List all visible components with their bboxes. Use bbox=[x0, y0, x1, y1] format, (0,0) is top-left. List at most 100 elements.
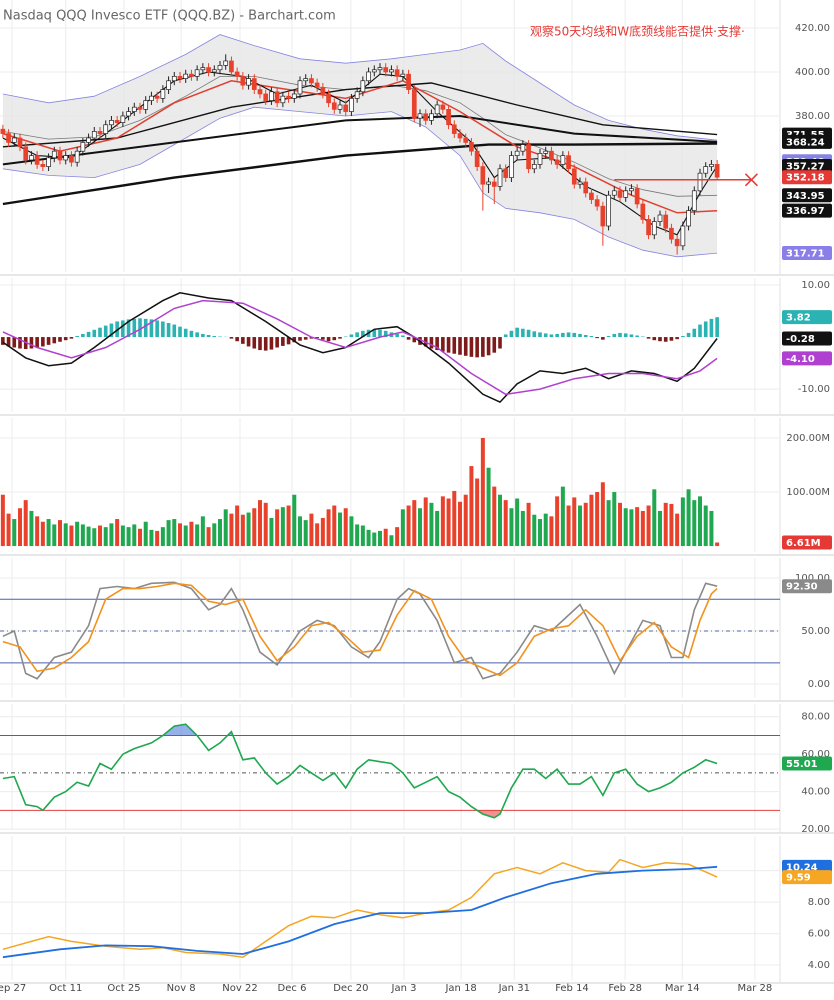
histogram-bar bbox=[155, 320, 159, 338]
value-badge bbox=[782, 310, 832, 325]
candle-body bbox=[63, 155, 69, 161]
volume-bar bbox=[378, 530, 382, 547]
candle-body bbox=[509, 155, 514, 178]
y-tick-label: 380.00 bbox=[795, 111, 830, 122]
chart-title: Nasdaq QQQ Invesco ETF (QQQ.BZ) - Barcha… bbox=[3, 9, 336, 24]
volume-bar bbox=[218, 519, 222, 547]
histogram-bar bbox=[183, 328, 188, 338]
histogram-bar bbox=[58, 337, 62, 342]
volume-bar bbox=[520, 510, 525, 547]
histogram-bar bbox=[406, 337, 411, 340]
volume-bar bbox=[126, 527, 131, 547]
candle-body bbox=[714, 164, 720, 178]
y-tick-label: 50.00 bbox=[801, 626, 830, 637]
histogram-bar bbox=[452, 337, 457, 354]
histogram-bar bbox=[349, 334, 354, 338]
volume-bar bbox=[618, 502, 622, 547]
volume-bar bbox=[383, 528, 388, 547]
volume-bar bbox=[566, 505, 571, 547]
histogram-bar bbox=[383, 330, 388, 338]
volume-bar bbox=[326, 509, 331, 547]
candle-body bbox=[383, 67, 389, 73]
candle-body bbox=[623, 190, 629, 198]
histogram-bar bbox=[526, 329, 531, 338]
histogram-bar bbox=[372, 329, 377, 338]
candle-body bbox=[600, 205, 606, 227]
candle-body bbox=[480, 166, 486, 185]
histogram-bar bbox=[692, 328, 697, 338]
volume-bar bbox=[458, 501, 462, 547]
histogram-bar bbox=[663, 337, 668, 342]
histogram-bar bbox=[572, 332, 577, 338]
candle-body bbox=[183, 73, 189, 79]
volume-bar bbox=[46, 519, 51, 547]
neckline-marker bbox=[744, 173, 758, 187]
volume-bar bbox=[183, 525, 188, 547]
candle-body bbox=[560, 155, 566, 165]
histogram-bar bbox=[429, 337, 434, 349]
volume-bar bbox=[258, 500, 262, 547]
histogram-bar bbox=[98, 327, 102, 338]
candle-body bbox=[337, 104, 343, 110]
volume-bar bbox=[640, 510, 645, 547]
volume-bar bbox=[623, 508, 628, 547]
volume-bar bbox=[589, 494, 594, 547]
value-badge bbox=[782, 756, 832, 771]
histogram-bar bbox=[63, 337, 68, 341]
candle-body bbox=[29, 155, 34, 161]
volume-bar bbox=[532, 514, 537, 547]
histogram-bar bbox=[246, 337, 251, 347]
volume-bar bbox=[240, 514, 245, 547]
candle-body bbox=[103, 124, 109, 134]
value-badge-label: 368.24 bbox=[786, 137, 825, 148]
histogram-bar bbox=[1, 337, 5, 345]
candle-body bbox=[577, 181, 583, 185]
y-tick-label: 60.00 bbox=[801, 749, 830, 760]
candle-body bbox=[594, 199, 600, 207]
volume-bar bbox=[583, 502, 588, 547]
candle-body bbox=[274, 91, 280, 104]
candle-body bbox=[74, 150, 80, 163]
candle-body bbox=[251, 78, 257, 90]
volume-bar bbox=[263, 502, 268, 547]
value-badge-label: 343.95 bbox=[786, 191, 825, 202]
candle-body bbox=[297, 80, 303, 95]
histogram-bar bbox=[401, 335, 405, 338]
histogram-bar bbox=[606, 336, 611, 338]
candle-body bbox=[137, 106, 143, 110]
candle-body bbox=[114, 120, 120, 123]
volume-bar bbox=[435, 510, 440, 547]
histogram-bar bbox=[178, 326, 182, 338]
volume-bar bbox=[372, 532, 377, 547]
histogram-bar bbox=[35, 337, 39, 348]
volume-bar bbox=[338, 512, 342, 547]
volume-bar bbox=[606, 500, 611, 547]
histogram-bar bbox=[686, 332, 691, 338]
volume-bar bbox=[212, 523, 217, 547]
volume-bar bbox=[206, 527, 211, 547]
value-badge-label: 317.71 bbox=[786, 249, 825, 260]
volume-bar bbox=[223, 509, 228, 547]
line bbox=[2, 142, 718, 206]
histogram-bar bbox=[635, 335, 639, 338]
candle-body bbox=[11, 137, 17, 143]
candle-body bbox=[629, 188, 634, 192]
volume-bar bbox=[669, 503, 674, 547]
candle-body bbox=[177, 76, 183, 79]
histogram-bar bbox=[326, 337, 331, 342]
candle-body bbox=[34, 155, 40, 165]
histogram-bar bbox=[509, 330, 514, 338]
volume-bar bbox=[400, 509, 405, 547]
volume-bar bbox=[612, 492, 617, 547]
candle-body bbox=[651, 221, 657, 236]
candle-body bbox=[51, 150, 57, 159]
volume-bar bbox=[63, 523, 68, 547]
y-tick-label: 20.00 bbox=[801, 824, 830, 835]
x-tick-label: Jan 3 bbox=[391, 983, 417, 994]
histogram-bar bbox=[715, 317, 719, 338]
histogram-bar bbox=[92, 329, 97, 338]
candle-body bbox=[143, 100, 149, 110]
histogram-bar bbox=[355, 332, 359, 338]
volume-bar bbox=[138, 528, 142, 547]
